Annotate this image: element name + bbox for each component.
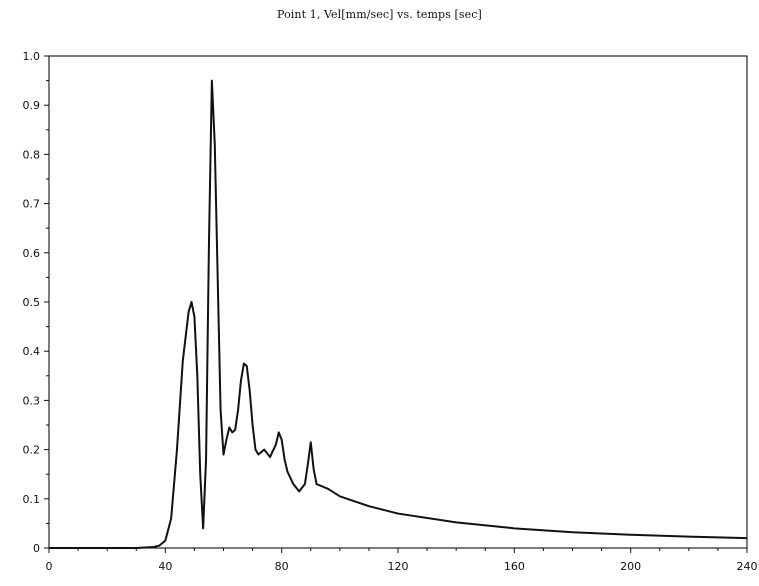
y-tick-label: 0.5 xyxy=(23,296,41,309)
x-tick-label: 80 xyxy=(275,560,289,573)
y-tick-label: 0.4 xyxy=(23,345,41,358)
plot-area xyxy=(49,79,748,549)
y-axis-ticks: 0 0.1 0.2 0.3 0.4 0.5 0.6 0.7 0.8 0.9 1.0 xyxy=(23,50,49,555)
chart-title: Point 1, Vel[mm/sec] vs. temps [sec] xyxy=(277,8,482,21)
y-tick-label: 0.1 xyxy=(23,493,41,506)
x-tick-label: 120 xyxy=(388,560,409,573)
y-tick-label: 0.3 xyxy=(23,394,41,407)
x-axis-ticks: 0 40 80 120 160 200 240 xyxy=(46,548,758,573)
plot-frame xyxy=(48,55,748,549)
x-tick-label: 160 xyxy=(504,560,525,573)
y-tick-label: 0.8 xyxy=(23,148,41,161)
velocity-series-line xyxy=(49,79,748,549)
y-tick-label: 0.2 xyxy=(23,444,41,457)
y-tick-label: 0 xyxy=(33,542,40,555)
x-tick-label: 240 xyxy=(737,560,758,573)
x-tick-label: 0 xyxy=(46,560,53,573)
chart-axes xyxy=(48,55,748,549)
x-tick-label: 200 xyxy=(620,560,641,573)
y-tick-label: 0.6 xyxy=(23,247,41,260)
x-tick-label: 40 xyxy=(158,560,172,573)
y-tick-label: 0.7 xyxy=(23,198,41,211)
y-tick-label: 1.0 xyxy=(23,50,41,63)
y-tick-label: 0.9 xyxy=(23,99,41,112)
